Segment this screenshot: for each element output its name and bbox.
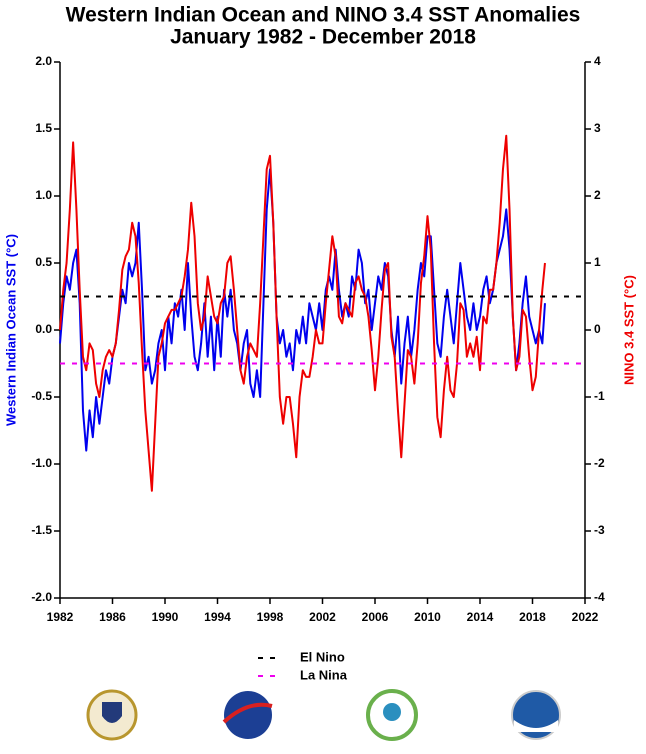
y2-tick-label: 1 [594, 255, 601, 269]
chart-title: Western Indian Ocean and NINO 3.4 SST An… [66, 4, 581, 27]
y2-tick-label: -2 [594, 456, 605, 470]
logo [514, 720, 558, 732]
y-tick-label: 2.0 [35, 54, 52, 68]
x-tick-label: 2010 [414, 610, 441, 624]
y-tick-label: 1.0 [35, 188, 52, 202]
x-tick-label: 1982 [47, 610, 74, 624]
chart-subtitle: January 1982 - December 2018 [170, 26, 476, 49]
y2-axis-label: NINO 3.4 SST (°C) [621, 275, 636, 385]
x-tick-label: 2022 [572, 610, 599, 624]
data-line [59, 168, 546, 452]
x-tick-label: 2006 [362, 610, 389, 624]
x-tick-label: 2014 [467, 610, 494, 624]
y2-tick-label: 2 [594, 188, 601, 202]
y2-tick-label: -4 [594, 590, 605, 604]
y-tick-label: 1.5 [35, 121, 52, 135]
y-tick-label: -2.0 [31, 590, 52, 604]
logo [102, 702, 122, 723]
legend-label: La Nina [300, 667, 348, 682]
y2-tick-label: 0 [594, 322, 601, 336]
x-tick-label: 2018 [519, 610, 546, 624]
legend-label: El Nino [300, 649, 345, 664]
logo [222, 702, 273, 724]
logos [86, 689, 561, 741]
logo [383, 703, 401, 721]
x-tick-label: 1990 [152, 610, 179, 624]
y2-tick-label: -1 [594, 389, 605, 403]
data-line [59, 134, 546, 492]
y-axis-label: Western Indian Ocean SST (°C) [3, 234, 18, 426]
y2-tick-label: -3 [594, 523, 605, 537]
x-tick-label: 1986 [99, 610, 126, 624]
y2-tick-label: 3 [594, 121, 601, 135]
x-tick-label: 1998 [257, 610, 284, 624]
y2-tick-label: 4 [594, 54, 601, 68]
x-tick-label: 1994 [204, 610, 231, 624]
y-tick-label: -1.5 [31, 523, 52, 537]
y-tick-label: 0.0 [35, 322, 52, 336]
y-tick-label: -0.5 [31, 389, 52, 403]
x-tick-label: 2002 [309, 610, 336, 624]
y-tick-label: -1.0 [31, 456, 52, 470]
y-tick-label: 0.5 [35, 255, 52, 269]
